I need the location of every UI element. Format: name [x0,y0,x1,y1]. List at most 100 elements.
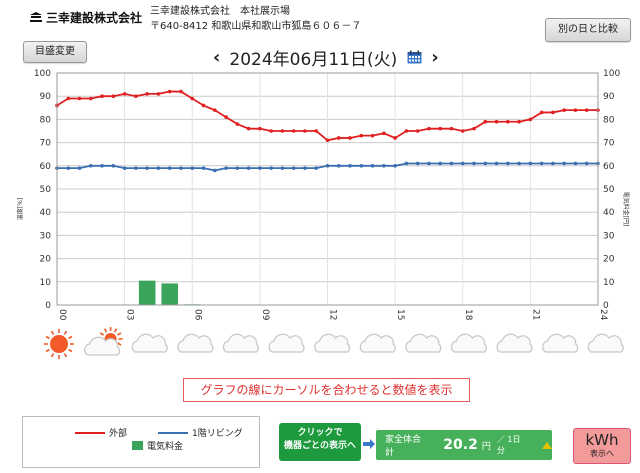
outdoor-point[interactable] [145,92,149,96]
outdoor-point[interactable] [89,96,93,101]
cost-bar[interactable] [138,280,156,305]
living-point[interactable] [336,164,341,168]
living-point[interactable] [190,166,195,170]
outdoor-point[interactable] [528,117,533,122]
outdoor-point[interactable] [235,122,240,126]
outdoor-point[interactable] [77,96,82,101]
outdoor-point[interactable] [359,133,364,138]
living-point[interactable] [551,161,555,166]
living-point[interactable] [224,166,228,170]
outdoor-point[interactable] [179,89,183,94]
living-point[interactable] [100,164,104,168]
calendar-icon[interactable] [407,50,422,64]
living-point[interactable] [325,164,330,168]
prev-day-button[interactable]: ‹ [213,46,221,68]
series-lines[interactable] [55,89,600,173]
living-point[interactable] [382,164,386,168]
outdoor-point[interactable] [415,129,420,133]
outdoor-point[interactable] [483,119,488,124]
per-device-view-button[interactable]: クリックで 機器ごとの表示へ [279,423,361,461]
living-point[interactable] [393,164,397,168]
living-point[interactable] [212,168,217,173]
outdoor-point[interactable] [584,108,589,112]
outdoor-point[interactable] [460,129,465,133]
outdoor-point[interactable] [438,126,443,131]
living-point[interactable] [156,166,161,170]
living-point[interactable] [89,164,93,168]
outdoor-point[interactable] [224,115,228,119]
outdoor-point[interactable] [246,126,251,131]
outdoor-point[interactable] [122,92,127,96]
living-point[interactable] [167,166,172,170]
next-day-button[interactable]: › [431,46,439,68]
outdoor-point[interactable] [201,103,206,108]
outdoor-point[interactable] [494,119,499,124]
outdoor-point[interactable] [314,129,319,133]
outdoor-point[interactable] [348,136,352,140]
living-point[interactable] [348,164,352,168]
living-point[interactable] [122,166,127,170]
outdoor-point[interactable] [404,129,409,133]
living-point[interactable] [415,161,420,166]
living-point[interactable] [359,164,364,168]
outdoor-point[interactable] [427,126,431,131]
living-point[interactable] [483,161,488,166]
outdoor-point[interactable] [167,89,172,94]
outdoor-point[interactable] [156,92,161,96]
living-point[interactable] [111,164,116,168]
living-point[interactable] [66,166,71,170]
living-point[interactable] [494,161,499,166]
living-point[interactable] [506,161,510,166]
outdoor-point[interactable] [66,96,71,101]
outdoor-point[interactable] [280,129,285,133]
outdoor-point[interactable] [291,129,296,133]
outdoor-point[interactable] [449,126,454,131]
living-point[interactable] [370,164,375,168]
living-point[interactable] [134,166,138,170]
kwh-view-button[interactable]: kWh 表示へ [573,428,631,464]
cost-bar[interactable] [161,283,178,305]
outdoor-point[interactable] [111,94,116,98]
living-point[interactable] [573,161,578,166]
living-point[interactable] [472,161,476,166]
living-point[interactable] [258,166,262,170]
living-point[interactable] [449,161,454,166]
living-point[interactable] [404,161,409,166]
living-point[interactable] [291,166,296,170]
living-point[interactable] [280,166,285,170]
outdoor-point[interactable] [539,110,544,115]
outdoor-point[interactable] [269,129,273,133]
outdoor-point[interactable] [212,108,217,112]
living-point[interactable] [303,166,307,170]
living-point[interactable] [77,166,82,170]
living-point[interactable] [246,166,251,170]
living-point[interactable] [517,161,521,166]
outdoor-point[interactable] [134,94,138,98]
living-point[interactable] [314,166,319,170]
outdoor-point[interactable] [472,126,476,131]
outdoor-point[interactable] [382,131,386,136]
living-point[interactable] [269,166,273,170]
outdoor-point[interactable] [303,129,307,133]
outdoor-point[interactable] [190,96,195,101]
compare-other-day-button[interactable]: 別の日と比較 [545,18,631,42]
living-point[interactable] [460,161,465,166]
outdoor-point[interactable] [370,133,375,138]
outdoor-point[interactable] [517,119,521,124]
outdoor-point[interactable] [393,136,397,140]
living-point[interactable] [438,161,443,166]
living-point[interactable] [179,166,183,170]
outdoor-point[interactable] [506,119,510,124]
living-point[interactable] [145,166,149,170]
outdoor-point[interactable] [551,110,555,115]
living-point[interactable] [235,166,240,170]
outdoor-point[interactable] [562,108,566,112]
outdoor-point[interactable] [100,94,104,98]
outdoor-point[interactable] [573,108,578,112]
living-point[interactable] [584,161,589,166]
living-point[interactable] [562,161,566,166]
living-point[interactable] [528,161,533,166]
change-scale-button[interactable]: 目盛変更 [23,41,87,63]
living-point[interactable] [427,161,431,166]
